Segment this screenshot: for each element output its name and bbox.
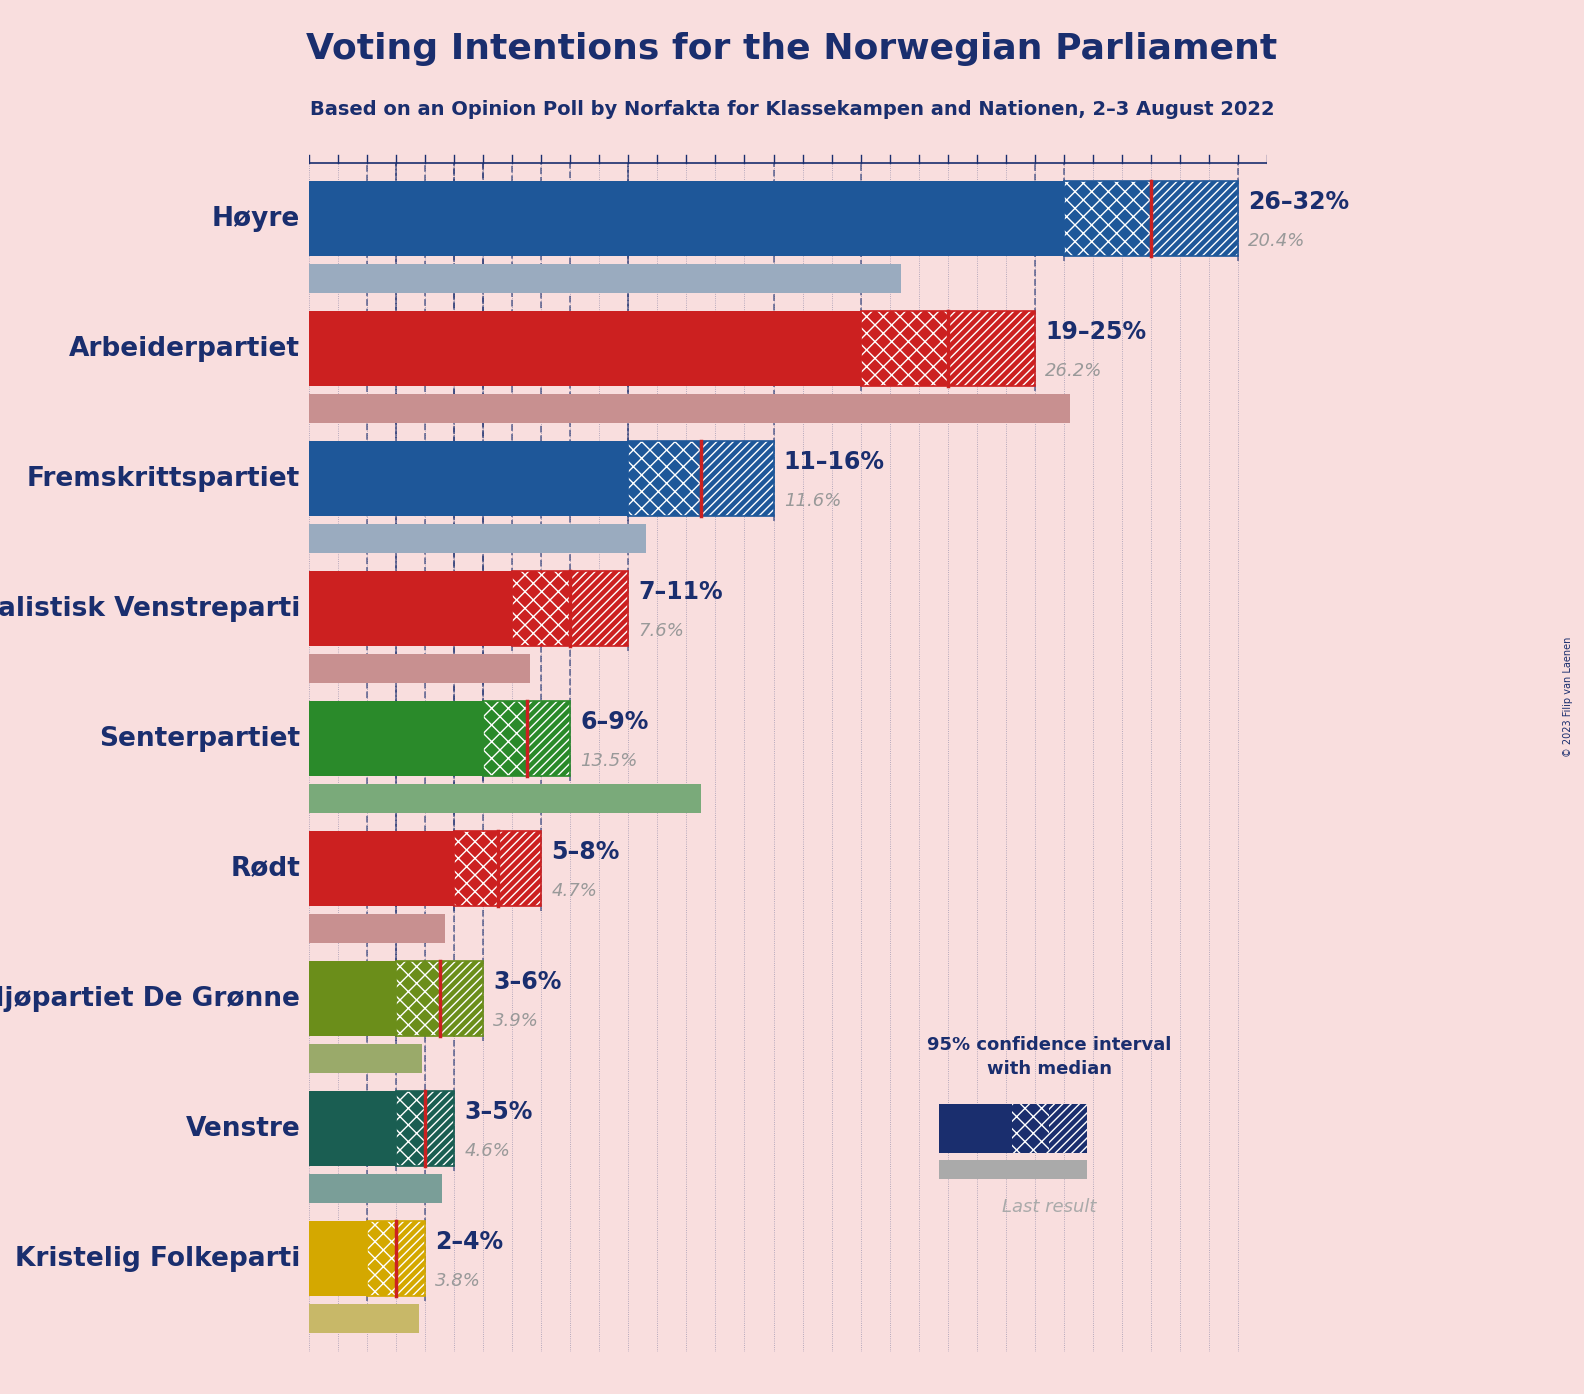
Bar — [367, 1221, 396, 1296]
Bar — [425, 1092, 455, 1167]
Text: 7–11%: 7–11% — [638, 580, 724, 604]
Bar — [455, 831, 542, 906]
Bar — [939, 1160, 1087, 1179]
Bar — [1050, 1104, 1087, 1153]
Text: Voting Intentions for the Norwegian Parliament: Voting Intentions for the Norwegian Parl… — [306, 32, 1278, 66]
Bar — [309, 831, 455, 906]
Text: Senterpartiet: Senterpartiet — [100, 726, 301, 751]
Text: 5–8%: 5–8% — [551, 839, 619, 864]
Bar — [309, 524, 646, 552]
Bar — [455, 831, 497, 906]
Bar — [483, 701, 527, 776]
Bar — [309, 395, 1069, 422]
Text: 20.4%: 20.4% — [1248, 231, 1305, 250]
Text: Høyre: Høyre — [212, 205, 301, 231]
Bar — [309, 783, 702, 813]
Text: 4.7%: 4.7% — [551, 881, 597, 899]
Text: 26.2%: 26.2% — [1045, 361, 1102, 379]
Bar — [309, 1044, 421, 1072]
Bar — [939, 1104, 1012, 1153]
Text: 95% confidence interval
with median: 95% confidence interval with median — [927, 1036, 1172, 1078]
Text: Kristelig Folkeparti: Kristelig Folkeparti — [14, 1246, 301, 1271]
Bar — [396, 1092, 455, 1167]
Bar — [396, 1092, 425, 1167]
Text: Last result: Last result — [1003, 1197, 1096, 1216]
Bar — [860, 311, 947, 386]
Bar — [440, 960, 483, 1036]
Bar — [512, 572, 629, 647]
Bar — [309, 181, 1064, 256]
Bar — [1064, 181, 1239, 256]
Bar — [309, 701, 483, 776]
Text: 3.8%: 3.8% — [436, 1271, 482, 1289]
Bar — [309, 960, 396, 1036]
Bar — [309, 441, 629, 516]
Text: 26–32%: 26–32% — [1248, 190, 1350, 213]
Text: 11–16%: 11–16% — [784, 450, 885, 474]
Bar — [860, 311, 1034, 386]
Text: 3.9%: 3.9% — [493, 1012, 539, 1030]
Bar — [483, 701, 570, 776]
Text: 19–25%: 19–25% — [1045, 319, 1147, 344]
Bar — [629, 441, 773, 516]
Bar — [396, 1221, 425, 1296]
Text: 6–9%: 6–9% — [580, 710, 649, 733]
Bar — [309, 1174, 442, 1203]
Text: 13.5%: 13.5% — [580, 751, 638, 769]
Text: 2–4%: 2–4% — [436, 1230, 504, 1253]
Bar — [947, 311, 1034, 386]
Text: Venstre: Venstre — [185, 1115, 301, 1142]
Text: Arbeiderpartiet: Arbeiderpartiet — [70, 336, 301, 361]
Text: Fremskrittspartiet: Fremskrittspartiet — [27, 466, 301, 492]
Bar — [309, 311, 860, 386]
Bar — [309, 1303, 420, 1333]
Bar — [570, 572, 629, 647]
Bar — [497, 831, 542, 906]
Bar — [702, 441, 773, 516]
Bar — [309, 914, 445, 942]
Bar — [1064, 181, 1152, 256]
Bar — [367, 1221, 425, 1296]
Bar — [396, 960, 483, 1036]
Text: 3–6%: 3–6% — [493, 970, 562, 994]
Text: © 2023 Filip van Laenen: © 2023 Filip van Laenen — [1563, 637, 1573, 757]
Text: Sosialistisk Venstreparti: Sosialistisk Venstreparti — [0, 595, 301, 622]
Text: 4.6%: 4.6% — [464, 1142, 510, 1160]
Bar — [309, 1221, 367, 1296]
Bar — [1152, 181, 1239, 256]
Text: 3–5%: 3–5% — [464, 1100, 532, 1124]
Text: 7.6%: 7.6% — [638, 622, 684, 640]
Bar — [309, 654, 529, 683]
Text: Based on an Opinion Poll by Norfakta for Klassekampen and Nationen, 2–3 August 2: Based on an Opinion Poll by Norfakta for… — [310, 100, 1274, 120]
Text: Miljøpartiet De Grønne: Miljøpartiet De Grønne — [0, 986, 301, 1012]
Bar — [1012, 1104, 1050, 1153]
Bar — [512, 572, 570, 647]
Bar — [396, 960, 440, 1036]
Text: 11.6%: 11.6% — [784, 492, 841, 510]
Bar — [309, 572, 512, 647]
Bar — [309, 263, 901, 293]
Text: Rødt: Rødt — [230, 856, 301, 881]
Bar — [527, 701, 570, 776]
Bar — [309, 1092, 396, 1167]
Bar — [629, 441, 702, 516]
